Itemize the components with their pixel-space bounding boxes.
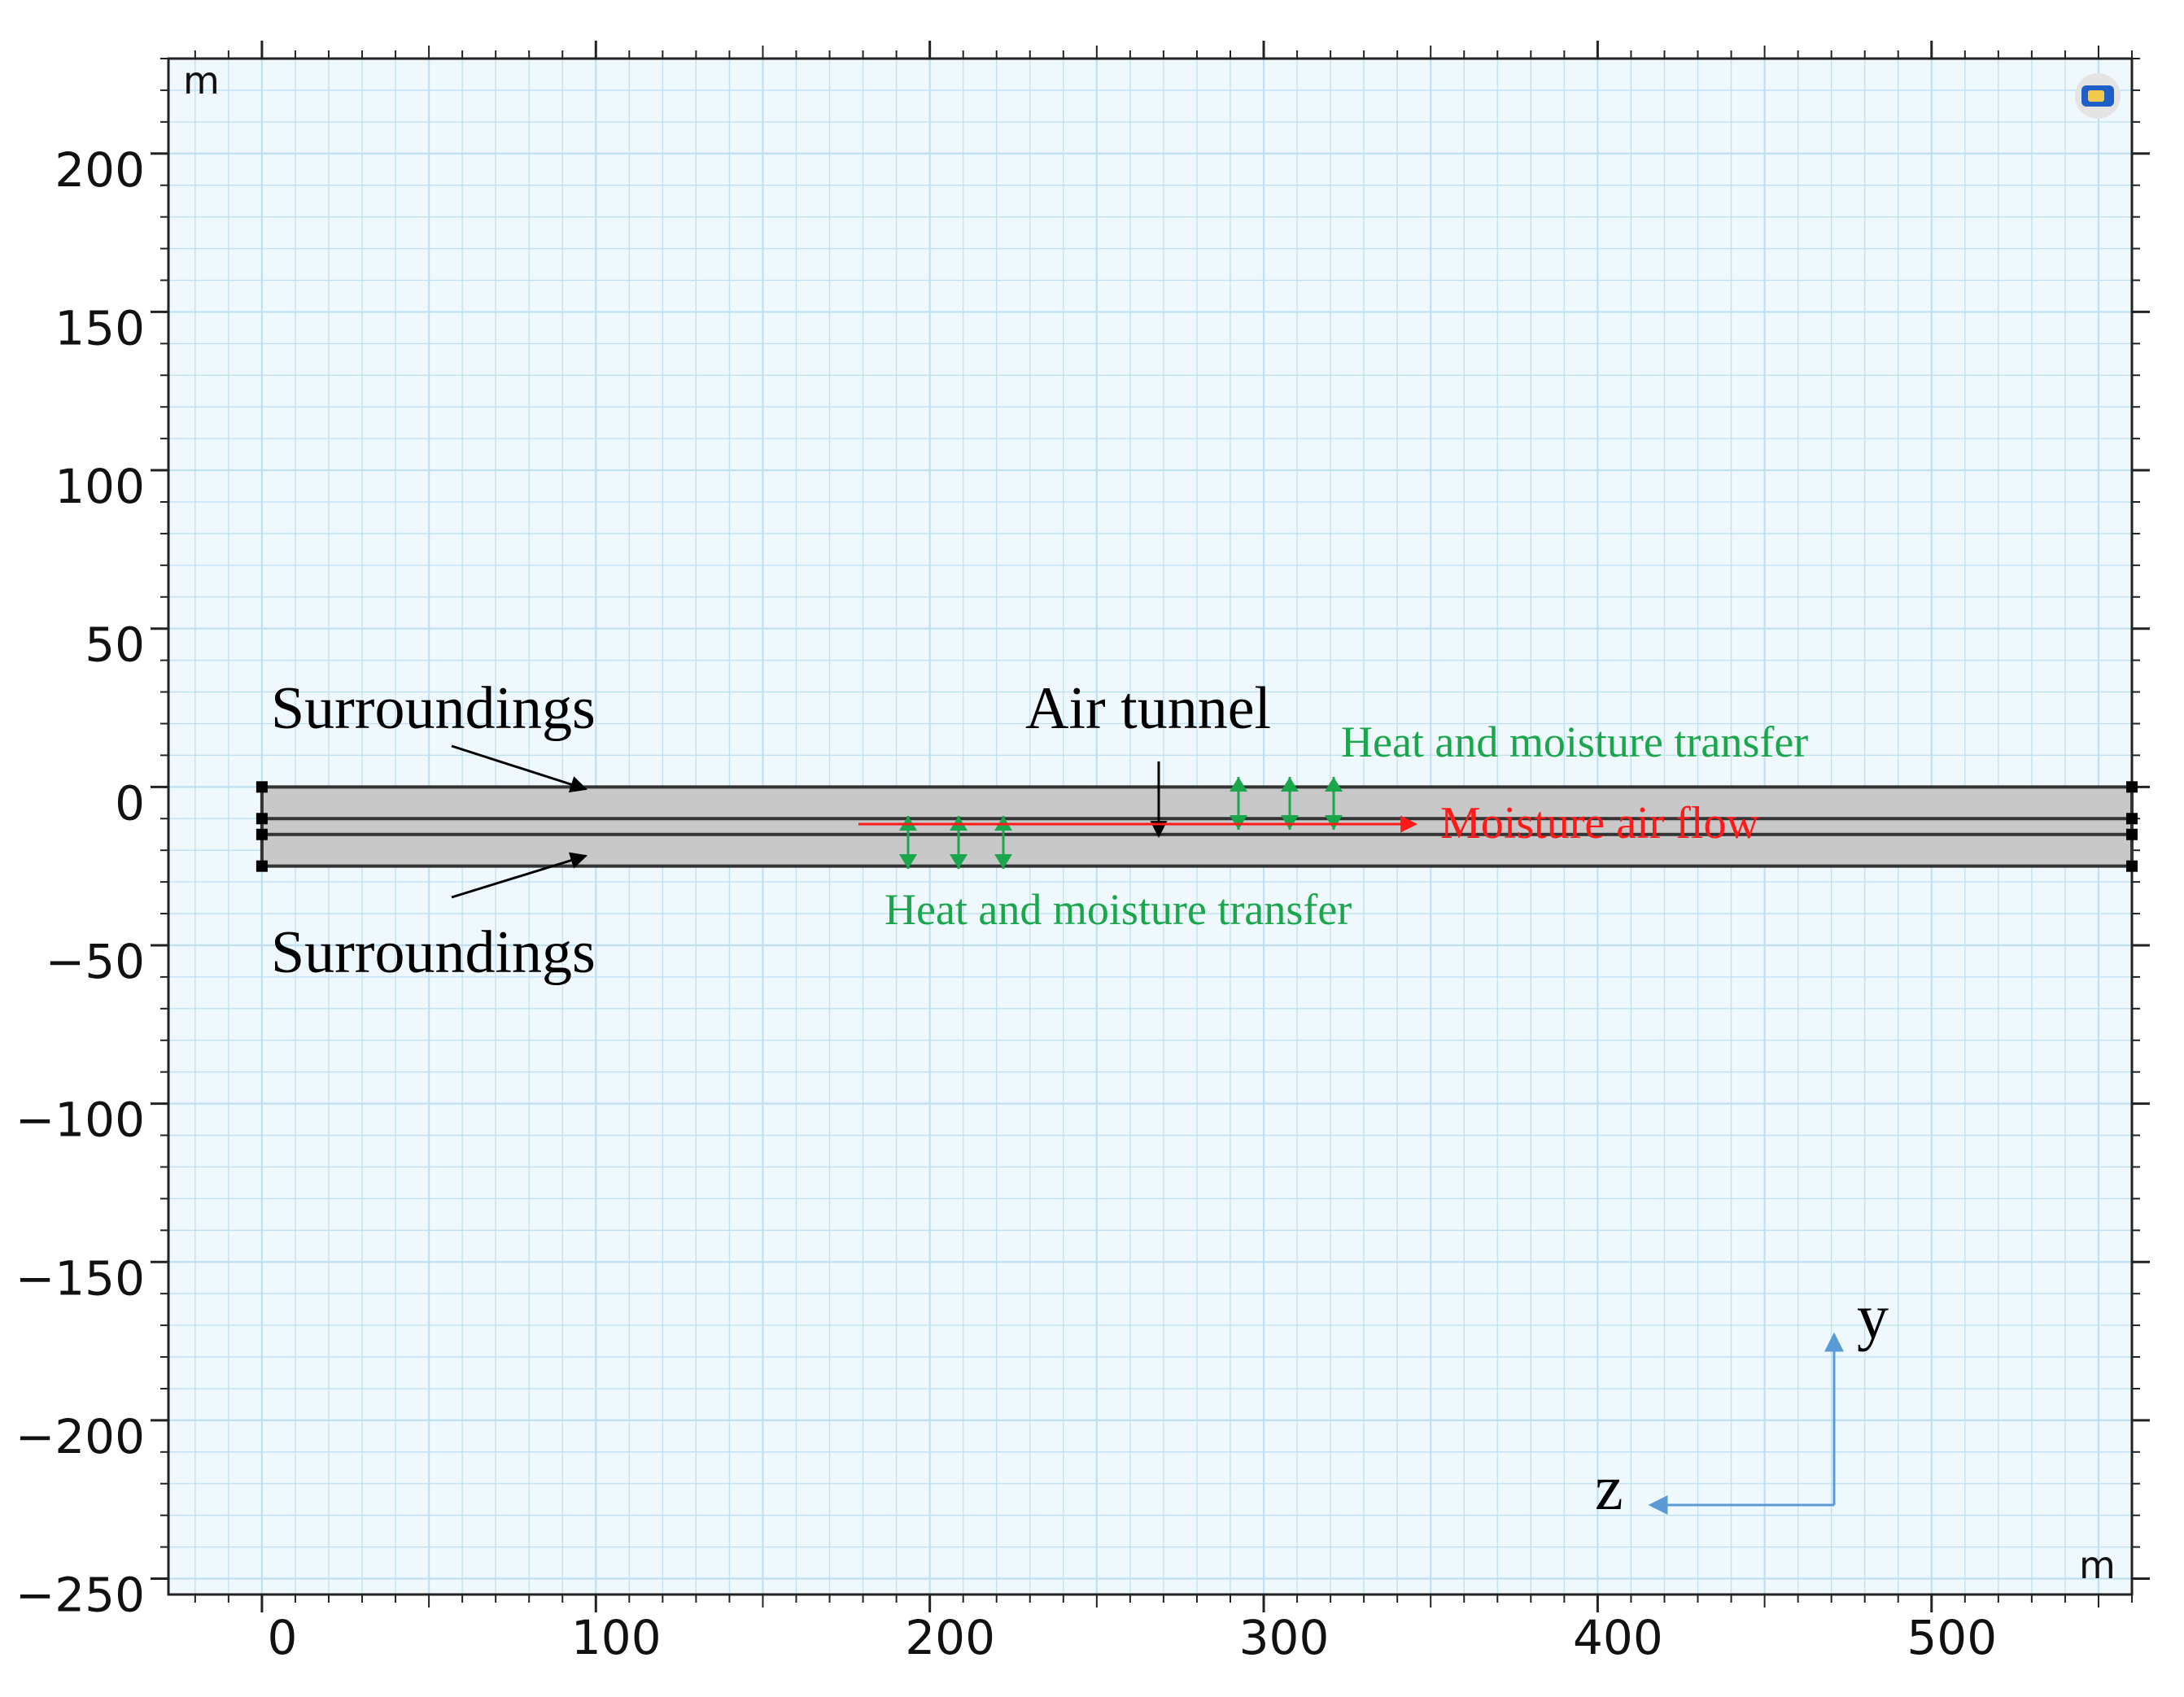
- y-tick-label: 100: [55, 459, 145, 514]
- arrow-surroundings-top: [451, 744, 587, 793]
- y-tick-label: −150: [15, 1250, 145, 1306]
- tunnel-domain: [261, 787, 2132, 866]
- x-tick-label: 0: [267, 1610, 297, 1665]
- arrowhead-down: [1281, 815, 1299, 830]
- label-surroundings-bottom: Surroundings: [271, 919, 596, 986]
- geometry-vertex: [2126, 781, 2138, 793]
- geometry-vertex: [256, 813, 268, 825]
- geometry-vertex: [2126, 860, 2138, 872]
- x-tick-label: 400: [1573, 1610, 1663, 1665]
- geometry-vertex: [256, 781, 268, 793]
- arrowhead-up: [1281, 777, 1299, 792]
- y-tick-label: −250: [15, 1568, 145, 1623]
- arrowhead-down: [950, 854, 968, 869]
- y-tick-label: 0: [115, 775, 145, 831]
- x-tick-label: 300: [1239, 1610, 1330, 1665]
- y-tick-label: 50: [85, 617, 145, 673]
- label-heat-transfer-top: Heat and moisture transfer: [1341, 718, 1808, 766]
- view-cube-icon[interactable]: [2075, 73, 2121, 119]
- x-unit-label: m: [2079, 1543, 2116, 1587]
- arrowhead-up: [1325, 777, 1343, 792]
- geometry-vertex: [2126, 813, 2138, 825]
- geometry-vertex: [256, 860, 268, 872]
- label-moisture-flow: Moisture air flow: [1440, 798, 1759, 848]
- axis-orientation-indicator: y z: [1595, 1281, 1889, 1523]
- label-air-tunnel: Air tunnel: [1025, 675, 1271, 742]
- geometry-vertex: [256, 828, 268, 840]
- axis-tick-labels: 0 100 200 300 400 500200150100500−50−100−150−…: [15, 142, 1997, 1665]
- arrowhead-down: [994, 854, 1012, 869]
- y-tick-label: −200: [15, 1409, 145, 1464]
- arrowhead-down: [1325, 815, 1343, 830]
- heat-transfer-arrows-top: [1230, 777, 1343, 830]
- axis-indicator-label-vertical: y: [1857, 1281, 1889, 1352]
- y-tick-label: −100: [15, 1093, 145, 1148]
- label-surroundings-top: Surroundings: [271, 675, 596, 742]
- x-tick-label: 200: [905, 1610, 995, 1665]
- x-tick-label: 100: [571, 1610, 662, 1665]
- arrowhead-down: [1230, 815, 1247, 830]
- tunnel-geometry: [256, 781, 2138, 872]
- y-tick-label: 150: [55, 300, 145, 356]
- y-unit-label: m: [183, 59, 220, 103]
- axis-indicator-label-horizontal: z: [1595, 1452, 1623, 1523]
- arrowhead-up: [1230, 777, 1247, 792]
- geometry-vertex: [2126, 828, 2138, 840]
- arrow-surroundings-bottom: [451, 852, 588, 899]
- y-tick-label: −50: [46, 934, 145, 989]
- label-heat-transfer-bottom: Heat and moisture transfer: [885, 885, 1352, 934]
- arrowhead-down: [899, 854, 917, 869]
- x-tick-label: 500: [1907, 1610, 1997, 1665]
- y-tick-label: 200: [55, 142, 145, 198]
